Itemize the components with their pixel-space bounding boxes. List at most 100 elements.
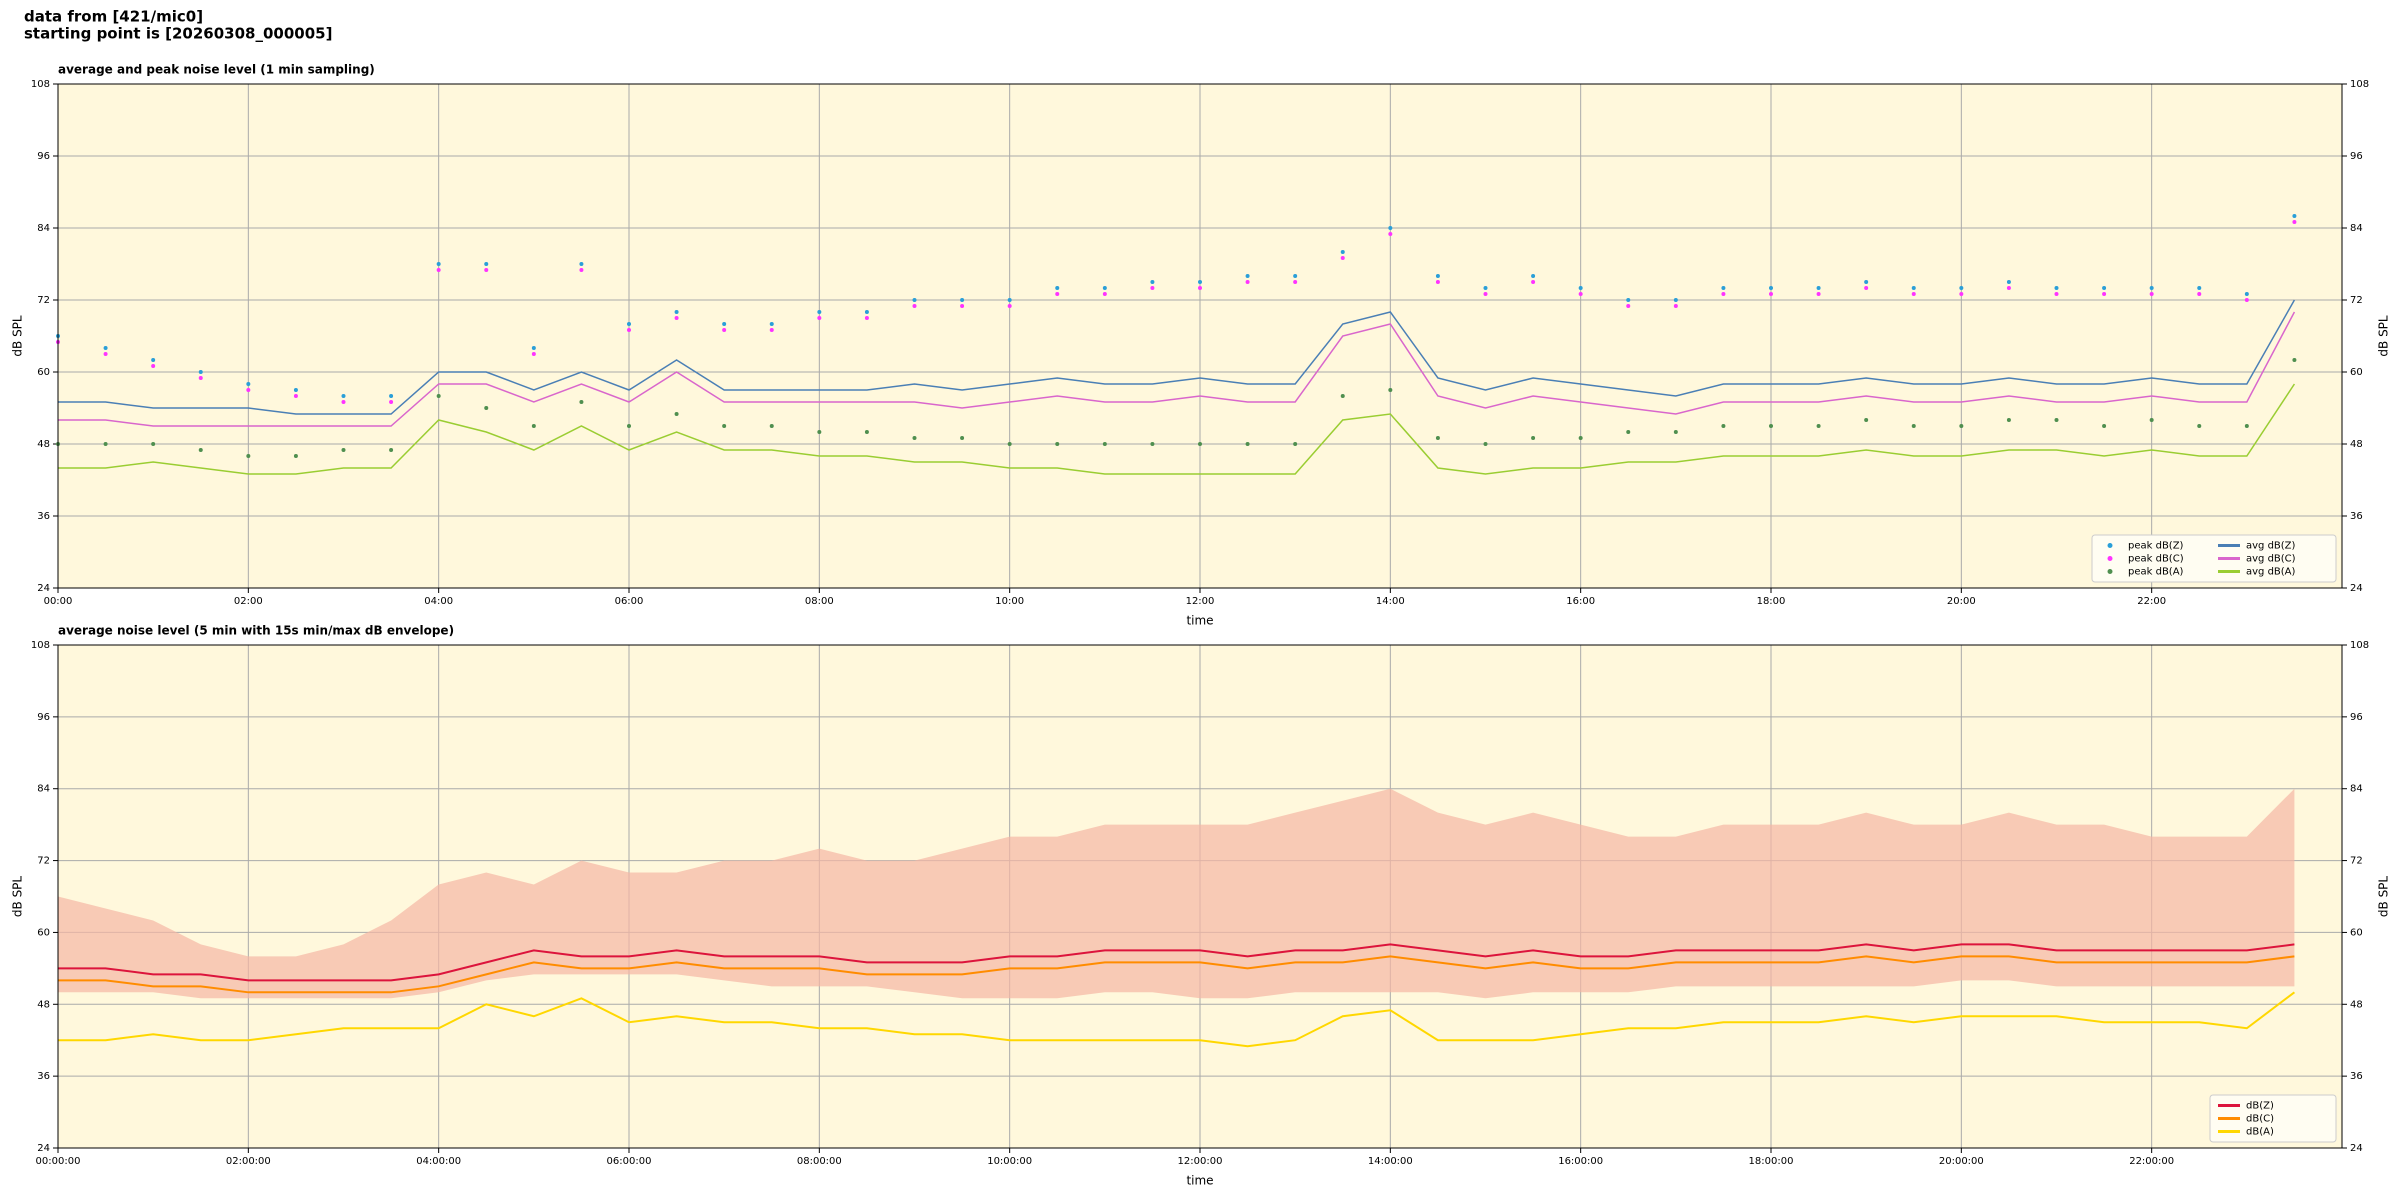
peak-point <box>674 412 679 416</box>
peak-point <box>1816 286 1821 290</box>
peak-point <box>1673 304 1678 308</box>
peak-point <box>1150 442 1155 446</box>
y-tick-label: 96 <box>37 151 50 162</box>
peak-point <box>484 268 489 272</box>
peak-point <box>864 316 869 320</box>
peak-point <box>1911 292 1916 296</box>
peak-point <box>1198 286 1202 290</box>
x-tick-label: 20:00:00 <box>1939 1156 1984 1167</box>
peak-point <box>627 322 631 326</box>
peak-point <box>1388 226 1393 230</box>
peak-point <box>1673 298 1678 302</box>
peak-point <box>2102 424 2107 428</box>
peak-point <box>1531 436 1536 440</box>
peak-point <box>674 316 679 320</box>
peak-point <box>2054 286 2059 290</box>
y-axis-label: dB SPL <box>11 876 25 918</box>
peak-point <box>531 352 536 356</box>
peak-point <box>1626 304 1631 308</box>
peak-point <box>1673 430 1678 434</box>
peak-point <box>293 388 298 392</box>
series-line <box>58 311 2296 427</box>
legend-label: peak dB(Z) <box>2128 541 2184 552</box>
legend-label: dB(Z) <box>2246 1101 2274 1112</box>
peak-point <box>2054 292 2059 296</box>
peak-point <box>1959 292 1964 296</box>
peak-point <box>2149 286 2154 290</box>
x-tick-label: 14:00 <box>1376 596 1405 607</box>
y-tick-label: 24 <box>37 1143 50 1154</box>
peak-point <box>1198 442 1202 446</box>
peak-point <box>627 424 631 428</box>
y-tick-label: 60 <box>37 927 50 938</box>
peak-point <box>341 394 346 398</box>
peak-point <box>912 298 917 302</box>
peak-point <box>2102 286 2107 290</box>
peak-point <box>1578 292 1583 296</box>
legend-box <box>2091 534 2337 583</box>
peak-point <box>769 424 774 428</box>
header-line: starting point is [20260308_000005] <box>24 25 332 43</box>
peak-point <box>2244 298 2249 302</box>
x-tick-label: 02:00:00 <box>226 1156 271 1167</box>
peak-point <box>769 322 774 326</box>
header-line: data from [421/mic0] <box>24 8 203 26</box>
peak-point <box>1483 286 1488 290</box>
y-tick-label: 36 <box>2350 511 2363 522</box>
peak-point <box>389 400 394 404</box>
peak-point <box>246 454 251 458</box>
peak-point <box>1388 232 1393 236</box>
y-tick-label: 108 <box>2350 79 2369 90</box>
chart-title: average noise level (5 min with 15s min/… <box>58 624 454 638</box>
y-tick-label: 60 <box>2350 927 2363 938</box>
peak-point <box>2149 292 2154 296</box>
peak-point <box>1293 274 1298 278</box>
peak-point <box>531 346 536 350</box>
peak-point <box>103 442 108 446</box>
y-tick-label: 24 <box>2350 583 2363 594</box>
peak-point <box>1340 250 1345 254</box>
peak-point <box>151 358 156 362</box>
legend-box <box>2209 1094 2337 1143</box>
y-tick-label: 108 <box>31 79 50 90</box>
x-axis-label: time <box>1186 614 1213 628</box>
peak-point <box>1578 436 1583 440</box>
peak-point <box>1293 280 1298 284</box>
peak-point <box>1102 292 1107 296</box>
peak-point <box>1864 280 1869 284</box>
peak-point <box>960 436 965 440</box>
peak-point <box>722 322 727 326</box>
peak-point <box>1293 442 1298 446</box>
peak-point <box>2197 292 2202 296</box>
plot-frame <box>57 83 2343 589</box>
peak-point <box>293 394 298 398</box>
peak-point <box>2006 280 2011 284</box>
y-tick-label: 108 <box>31 640 50 651</box>
peak-point <box>2292 358 2297 362</box>
peak-point <box>1435 436 1440 440</box>
peak-point <box>817 310 822 314</box>
series-line <box>58 383 2296 475</box>
peak-point <box>341 400 346 404</box>
y-tick-label: 72 <box>37 856 50 867</box>
peak-point <box>2244 424 2249 428</box>
peak-point <box>1911 424 1916 428</box>
y-tick-label: 96 <box>2350 151 2363 162</box>
peak-point <box>341 448 346 452</box>
peak-point <box>1864 418 1869 422</box>
x-tick-label: 22:00:00 <box>2129 1156 2174 1167</box>
y-axis-label: dB SPL <box>2377 876 2391 918</box>
peak-point <box>103 352 108 356</box>
y-tick-label: 84 <box>2350 784 2363 795</box>
peak-point <box>1531 280 1536 284</box>
peak-point <box>1483 292 1488 296</box>
peak-point <box>1055 292 1060 296</box>
y-tick-label: 48 <box>2350 999 2363 1010</box>
peak-point <box>1531 274 1536 278</box>
y-tick-label: 72 <box>2350 295 2363 306</box>
y-tick-label: 48 <box>37 439 50 450</box>
x-tick-label: 10:00 <box>995 596 1024 607</box>
peak-point <box>2292 220 2297 224</box>
peak-point <box>1007 298 1012 302</box>
